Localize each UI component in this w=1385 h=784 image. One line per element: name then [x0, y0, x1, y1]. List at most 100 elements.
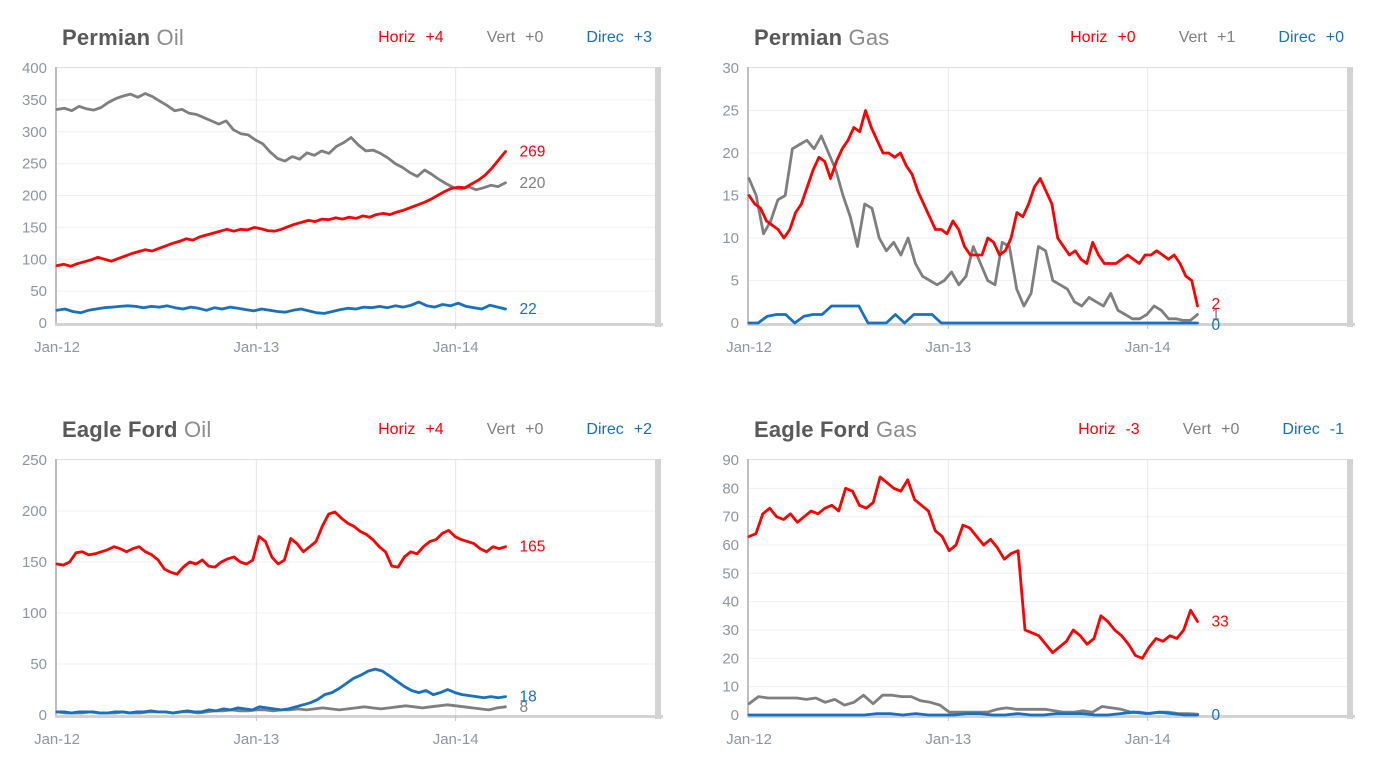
chart-title-commodity: Gas: [876, 417, 917, 442]
legend-item-vert: Vert +0: [487, 29, 544, 47]
legend-item-direc: Direc +0: [1278, 29, 1344, 47]
svg-text:0: 0: [731, 707, 739, 724]
svg-text:Jan-12: Jan-12: [726, 731, 772, 748]
svg-text:300: 300: [22, 124, 47, 141]
svg-text:18: 18: [520, 689, 537, 706]
chart-header: Permian Gas Horiz +0 Vert +1 Direc +0: [692, 18, 1377, 58]
svg-text:Jan-14: Jan-14: [433, 731, 479, 748]
svg-text:Jan-13: Jan-13: [233, 731, 279, 748]
chart-eagle-ford-gas: Eagle Ford Gas Horiz -3 Vert +0 Direc -1 0 1…: [692, 392, 1384, 784]
svg-text:100: 100: [22, 605, 47, 622]
svg-text:165: 165: [520, 539, 546, 556]
svg-text:20: 20: [722, 145, 739, 162]
svg-text:Jan-14: Jan-14: [1125, 731, 1171, 748]
legend-label: Horiz: [1078, 421, 1116, 438]
legend-value: +4: [425, 421, 444, 438]
chart-header: Eagle Ford Gas Horiz -3 Vert +0 Direc -1: [692, 410, 1377, 450]
chart-title-region: Eagle Ford: [754, 417, 870, 442]
line-chart-canvas: 0 50 100 150 200 250 300 350 400 Jan-12 Jan-13 Jan-…: [22, 60, 663, 356]
line-chart-canvas: 0 50 100 150 200 250 Jan-12 Jan-13 Jan-14 8 165 18: [22, 452, 663, 748]
legend: Horiz -3 Vert +0 Direc -1: [1078, 421, 1377, 439]
chart-title-region: Eagle Ford: [62, 417, 178, 442]
svg-text:90: 90: [722, 452, 739, 469]
svg-text:350: 350: [22, 92, 47, 109]
chart-title-region: Permian: [62, 25, 151, 50]
chart-title: Permian Oil: [62, 25, 184, 51]
svg-text:Jan-13: Jan-13: [925, 339, 971, 356]
svg-text:10: 10: [722, 679, 739, 696]
svg-text:50: 50: [722, 565, 739, 582]
svg-text:250: 250: [22, 452, 47, 469]
legend-item-vert: Vert +0: [1183, 421, 1240, 439]
legend-item-horiz: Horiz -3: [1078, 421, 1140, 439]
svg-text:Jan-13: Jan-13: [233, 339, 279, 356]
svg-text:30: 30: [722, 622, 739, 639]
svg-text:25: 25: [722, 103, 739, 120]
svg-text:Jan-14: Jan-14: [1125, 339, 1171, 356]
svg-text:200: 200: [22, 503, 47, 520]
legend-item-horiz: Horiz +4: [378, 421, 444, 439]
legend-item-horiz: Horiz +4: [378, 29, 444, 47]
svg-text:269: 269: [520, 144, 546, 161]
legend-label: Vert: [486, 421, 516, 438]
legend-value: +4: [425, 29, 444, 46]
legend-value: +0: [1221, 421, 1240, 438]
legend-label: Direc: [1278, 29, 1316, 46]
svg-text:250: 250: [22, 156, 47, 173]
legend-label: Vert: [1182, 421, 1212, 438]
chart-title-commodity: Gas: [848, 25, 890, 50]
svg-text:22: 22: [520, 301, 537, 318]
legend-value: +0: [1325, 29, 1344, 46]
legend-item-direc: Direc -1: [1282, 421, 1344, 439]
svg-text:Jan-14: Jan-14: [433, 339, 479, 356]
svg-text:Jan-12: Jan-12: [34, 731, 80, 748]
svg-text:400: 400: [22, 60, 47, 77]
svg-text:Jan-13: Jan-13: [925, 731, 971, 748]
svg-text:15: 15: [722, 188, 739, 205]
legend-item-vert: Vert +0: [487, 421, 544, 439]
legend-value: +0: [1117, 29, 1136, 46]
legend-label: Vert: [1178, 29, 1208, 46]
legend-item-direc: Direc +3: [586, 29, 652, 47]
chart-title-commodity: Oil: [184, 417, 212, 442]
svg-text:220: 220: [520, 175, 546, 192]
legend: Horiz +4 Vert +0 Direc +3: [378, 29, 685, 47]
legend-label: Horiz: [378, 421, 416, 438]
legend-value: +1: [1217, 29, 1236, 46]
chart-header: Permian Oil Horiz +4 Vert +0 Direc +3: [0, 18, 685, 58]
svg-text:40: 40: [722, 594, 739, 611]
svg-text:150: 150: [22, 554, 47, 571]
legend-value: +0: [525, 29, 544, 46]
chart-title: Eagle Ford Oil: [62, 417, 212, 443]
svg-text:0: 0: [39, 707, 47, 724]
svg-text:20: 20: [722, 650, 739, 667]
svg-text:1: 1: [1212, 307, 1221, 324]
chart-permian-gas: Permian Gas Horiz +0 Vert +1 Direc +0 0 5 10 1…: [692, 0, 1384, 392]
legend-label: Vert: [486, 29, 516, 46]
legend-label: Horiz: [378, 29, 416, 46]
legend-value: +2: [633, 421, 652, 438]
legend-item-direc: Direc +2: [586, 421, 652, 439]
svg-text:30: 30: [722, 60, 739, 77]
svg-text:2: 2: [1212, 296, 1221, 313]
legend-label: Direc: [1282, 421, 1320, 438]
legend-value: -3: [1125, 421, 1140, 438]
svg-text:10: 10: [722, 230, 739, 247]
legend-item-vert: Vert +1: [1179, 29, 1236, 47]
svg-text:50: 50: [30, 283, 47, 300]
legend: Horiz +0 Vert +1 Direc +0: [1070, 29, 1377, 47]
chart-title: Permian Gas: [754, 25, 889, 51]
svg-text:50: 50: [30, 656, 47, 673]
legend-value: +3: [633, 29, 652, 46]
svg-text:150: 150: [22, 219, 47, 236]
legend-value: -1: [1329, 421, 1344, 438]
svg-text:Jan-12: Jan-12: [726, 339, 772, 356]
legend: Horiz +4 Vert +0 Direc +2: [378, 421, 685, 439]
legend-label: Horiz: [1070, 29, 1108, 46]
svg-text:0: 0: [1212, 317, 1221, 334]
svg-text:Jan-12: Jan-12: [34, 339, 80, 356]
svg-text:5: 5: [731, 273, 739, 290]
legend-item-horiz: Horiz +0: [1070, 29, 1136, 47]
svg-text:70: 70: [722, 509, 739, 526]
